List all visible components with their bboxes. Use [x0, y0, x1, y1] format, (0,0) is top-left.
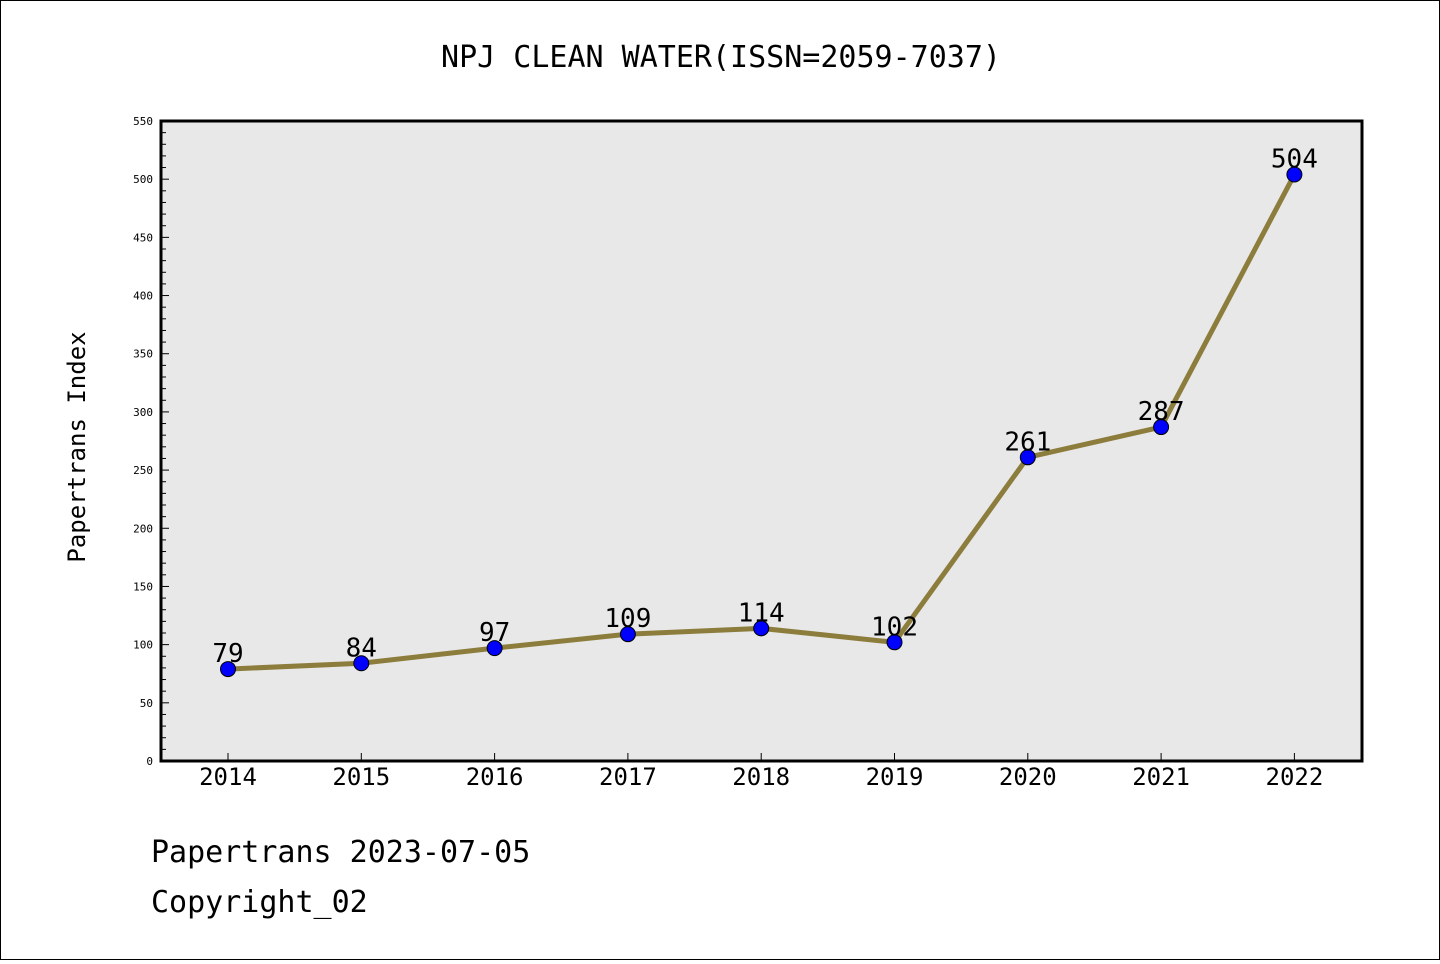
- y-tick-label: 500: [133, 173, 153, 186]
- x-tick-label: 2019: [866, 763, 924, 791]
- data-label: 84: [346, 633, 377, 663]
- x-tick-label: 2016: [466, 763, 524, 791]
- data-label: 504: [1271, 145, 1318, 175]
- data-label: 79: [212, 639, 243, 669]
- y-tick-label: 250: [133, 464, 153, 477]
- y-tick-label: 150: [133, 580, 153, 593]
- data-label: 102: [871, 612, 918, 642]
- y-tick-label: 450: [133, 231, 153, 244]
- data-point: [353, 655, 370, 672]
- series-layer: 79 84 97 109 114 102 261 287 504: [212, 145, 1318, 678]
- y-tick-label: 0: [146, 755, 153, 768]
- data-point: [753, 620, 770, 637]
- y-tick-label: 350: [133, 348, 153, 361]
- data-label: 261: [1004, 427, 1051, 457]
- data-point: [1153, 419, 1170, 436]
- y-tick-label: 200: [133, 522, 153, 535]
- plot-area: [159, 119, 1364, 763]
- y-axis-label: Papertrans Index: [63, 331, 91, 562]
- y-tick-label: 50: [140, 697, 153, 710]
- data-label: 114: [738, 598, 785, 628]
- data-label: 287: [1138, 397, 1185, 427]
- y-tick-label: 400: [133, 290, 153, 303]
- y-tick-label: 300: [133, 406, 153, 419]
- x-tick-label: 2014: [199, 763, 257, 791]
- data-point: [619, 626, 636, 643]
- footer-copyright: Copyright_02: [151, 885, 368, 920]
- data-label: 109: [604, 604, 651, 634]
- x-tick-label: 2018: [732, 763, 790, 791]
- x-tick-label: 2021: [1132, 763, 1190, 791]
- data-point: [486, 640, 503, 657]
- data-point: [1019, 449, 1036, 466]
- x-tick-label: 2020: [999, 763, 1057, 791]
- y-tick-label: 100: [133, 639, 153, 652]
- data-point: [1286, 166, 1303, 183]
- x-tick-label: 2022: [1266, 763, 1324, 791]
- data-point: [886, 634, 903, 651]
- data-label: 97: [479, 618, 510, 648]
- footer-date: Papertrans 2023-07-05: [151, 835, 531, 870]
- chart-title: NPJ CLEAN WATER(ISSN=2059-7037): [441, 40, 1001, 75]
- x-axis-ticks: 2014 2015 2016 2017 2018 2019 2020 2021 2022: [199, 753, 1323, 791]
- x-tick-label: 2015: [332, 763, 390, 791]
- y-tick-label: 550: [133, 115, 153, 128]
- y-axis-ticks: 0 50 100 150 200 250 300 350 400 450 500 550: [133, 115, 169, 768]
- x-tick-label: 2017: [599, 763, 657, 791]
- data-point: [220, 661, 236, 678]
